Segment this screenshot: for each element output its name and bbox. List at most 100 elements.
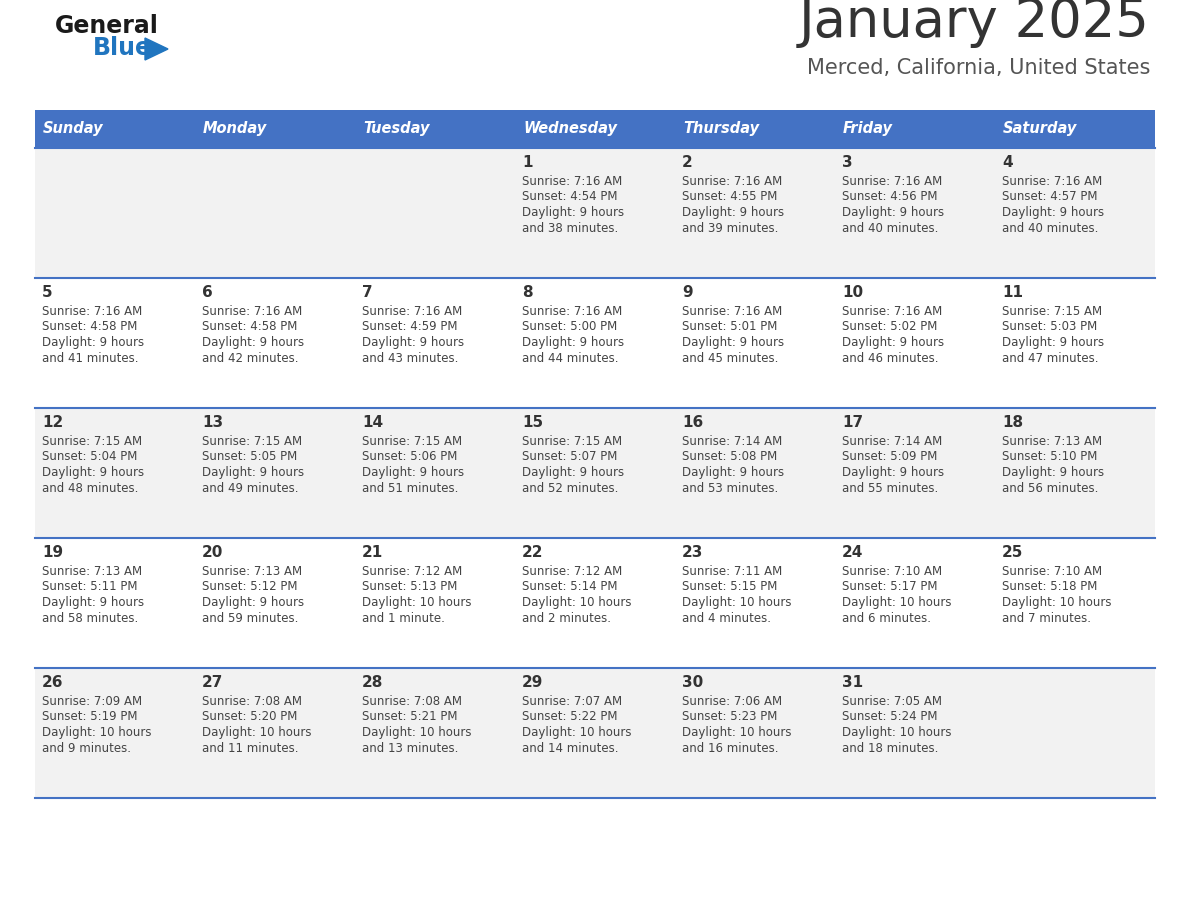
Text: Sunset: 5:14 PM: Sunset: 5:14 PM (522, 580, 618, 594)
Text: 31: 31 (842, 675, 864, 690)
Text: Sunrise: 7:16 AM: Sunrise: 7:16 AM (842, 175, 942, 188)
Text: Sunset: 5:01 PM: Sunset: 5:01 PM (682, 320, 777, 333)
FancyBboxPatch shape (355, 110, 516, 148)
FancyBboxPatch shape (34, 408, 1155, 538)
Text: Sunset: 4:54 PM: Sunset: 4:54 PM (522, 191, 618, 204)
Text: Daylight: 9 hours: Daylight: 9 hours (842, 206, 944, 219)
Text: 17: 17 (842, 415, 864, 430)
Text: Daylight: 9 hours: Daylight: 9 hours (1001, 206, 1104, 219)
Text: Daylight: 9 hours: Daylight: 9 hours (202, 466, 304, 479)
Text: Sunrise: 7:16 AM: Sunrise: 7:16 AM (522, 305, 623, 318)
Text: Daylight: 9 hours: Daylight: 9 hours (202, 336, 304, 349)
Text: Sunset: 5:24 PM: Sunset: 5:24 PM (842, 711, 937, 723)
Text: 22: 22 (522, 545, 543, 560)
Text: 5: 5 (42, 285, 52, 300)
Text: and 14 minutes.: and 14 minutes. (522, 742, 619, 755)
Text: Daylight: 9 hours: Daylight: 9 hours (682, 466, 784, 479)
Text: Sunset: 5:09 PM: Sunset: 5:09 PM (842, 451, 937, 464)
Text: and 44 minutes.: and 44 minutes. (522, 352, 619, 364)
Text: Sunrise: 7:16 AM: Sunrise: 7:16 AM (522, 175, 623, 188)
Text: Blue: Blue (93, 36, 152, 60)
Text: and 16 minutes.: and 16 minutes. (682, 742, 778, 755)
Text: 2: 2 (682, 155, 693, 170)
Text: 6: 6 (202, 285, 213, 300)
Text: 19: 19 (42, 545, 63, 560)
Text: and 13 minutes.: and 13 minutes. (362, 742, 459, 755)
Text: and 59 minutes.: and 59 minutes. (202, 611, 298, 624)
Text: Daylight: 10 hours: Daylight: 10 hours (522, 726, 632, 739)
Text: and 56 minutes.: and 56 minutes. (1001, 482, 1099, 495)
Text: Sunset: 5:22 PM: Sunset: 5:22 PM (522, 711, 618, 723)
Text: 24: 24 (842, 545, 864, 560)
Text: and 42 minutes.: and 42 minutes. (202, 352, 298, 364)
Text: 4: 4 (1001, 155, 1012, 170)
FancyBboxPatch shape (34, 538, 1155, 668)
Text: Sunset: 4:59 PM: Sunset: 4:59 PM (362, 320, 457, 333)
Text: Daylight: 9 hours: Daylight: 9 hours (682, 336, 784, 349)
FancyBboxPatch shape (34, 668, 1155, 798)
Text: and 4 minutes.: and 4 minutes. (682, 611, 771, 624)
Text: and 49 minutes.: and 49 minutes. (202, 482, 298, 495)
Text: Daylight: 9 hours: Daylight: 9 hours (842, 336, 944, 349)
Text: 27: 27 (202, 675, 223, 690)
Text: Sunset: 5:11 PM: Sunset: 5:11 PM (42, 580, 138, 594)
Text: Sunrise: 7:09 AM: Sunrise: 7:09 AM (42, 695, 143, 708)
Text: and 47 minutes.: and 47 minutes. (1001, 352, 1099, 364)
Text: Sunrise: 7:16 AM: Sunrise: 7:16 AM (42, 305, 143, 318)
Text: Sunrise: 7:14 AM: Sunrise: 7:14 AM (842, 435, 942, 448)
Text: Daylight: 9 hours: Daylight: 9 hours (1001, 336, 1104, 349)
Text: 10: 10 (842, 285, 864, 300)
Text: Saturday: Saturday (1003, 121, 1078, 137)
Text: Sunrise: 7:16 AM: Sunrise: 7:16 AM (682, 175, 782, 188)
Text: Daylight: 9 hours: Daylight: 9 hours (362, 466, 465, 479)
Text: 20: 20 (202, 545, 223, 560)
Text: and 52 minutes.: and 52 minutes. (522, 482, 619, 495)
Text: Sunset: 5:06 PM: Sunset: 5:06 PM (362, 451, 457, 464)
Text: Sunset: 4:57 PM: Sunset: 4:57 PM (1001, 191, 1098, 204)
Text: Sunrise: 7:15 AM: Sunrise: 7:15 AM (42, 435, 143, 448)
Text: Wednesday: Wednesday (523, 121, 617, 137)
Text: Sunset: 5:19 PM: Sunset: 5:19 PM (42, 711, 138, 723)
Text: 11: 11 (1001, 285, 1023, 300)
Text: 26: 26 (42, 675, 63, 690)
Text: 13: 13 (202, 415, 223, 430)
Text: Daylight: 9 hours: Daylight: 9 hours (682, 206, 784, 219)
Text: Sunrise: 7:16 AM: Sunrise: 7:16 AM (842, 305, 942, 318)
Text: Daylight: 9 hours: Daylight: 9 hours (202, 596, 304, 609)
Text: Sunset: 5:00 PM: Sunset: 5:00 PM (522, 320, 618, 333)
FancyBboxPatch shape (996, 110, 1155, 148)
Text: Sunset: 5:07 PM: Sunset: 5:07 PM (522, 451, 618, 464)
Text: 23: 23 (682, 545, 703, 560)
Text: and 18 minutes.: and 18 minutes. (842, 742, 939, 755)
Text: 3: 3 (842, 155, 853, 170)
Text: and 45 minutes.: and 45 minutes. (682, 352, 778, 364)
Text: Sunday: Sunday (43, 121, 103, 137)
Text: and 58 minutes.: and 58 minutes. (42, 611, 138, 624)
Text: 9: 9 (682, 285, 693, 300)
Text: Sunset: 5:12 PM: Sunset: 5:12 PM (202, 580, 297, 594)
Text: Thursday: Thursday (683, 121, 759, 137)
Text: Friday: Friday (843, 121, 893, 137)
Text: 18: 18 (1001, 415, 1023, 430)
Text: Daylight: 9 hours: Daylight: 9 hours (42, 466, 144, 479)
Text: 30: 30 (682, 675, 703, 690)
Text: Daylight: 9 hours: Daylight: 9 hours (1001, 466, 1104, 479)
Text: Daylight: 9 hours: Daylight: 9 hours (42, 596, 144, 609)
Text: and 11 minutes.: and 11 minutes. (202, 742, 298, 755)
Text: 12: 12 (42, 415, 63, 430)
FancyBboxPatch shape (195, 110, 355, 148)
Text: Daylight: 9 hours: Daylight: 9 hours (842, 466, 944, 479)
Text: Sunrise: 7:08 AM: Sunrise: 7:08 AM (202, 695, 302, 708)
Text: 28: 28 (362, 675, 384, 690)
Text: Sunrise: 7:13 AM: Sunrise: 7:13 AM (42, 565, 143, 578)
Text: 15: 15 (522, 415, 543, 430)
Text: and 40 minutes.: and 40 minutes. (1001, 221, 1099, 234)
Text: Sunrise: 7:16 AM: Sunrise: 7:16 AM (1001, 175, 1102, 188)
Text: 7: 7 (362, 285, 373, 300)
Text: Sunset: 5:02 PM: Sunset: 5:02 PM (842, 320, 937, 333)
Text: Daylight: 10 hours: Daylight: 10 hours (362, 596, 472, 609)
Text: Sunset: 5:10 PM: Sunset: 5:10 PM (1001, 451, 1098, 464)
Text: Sunset: 5:18 PM: Sunset: 5:18 PM (1001, 580, 1098, 594)
FancyBboxPatch shape (835, 110, 996, 148)
Text: and 38 minutes.: and 38 minutes. (522, 221, 618, 234)
